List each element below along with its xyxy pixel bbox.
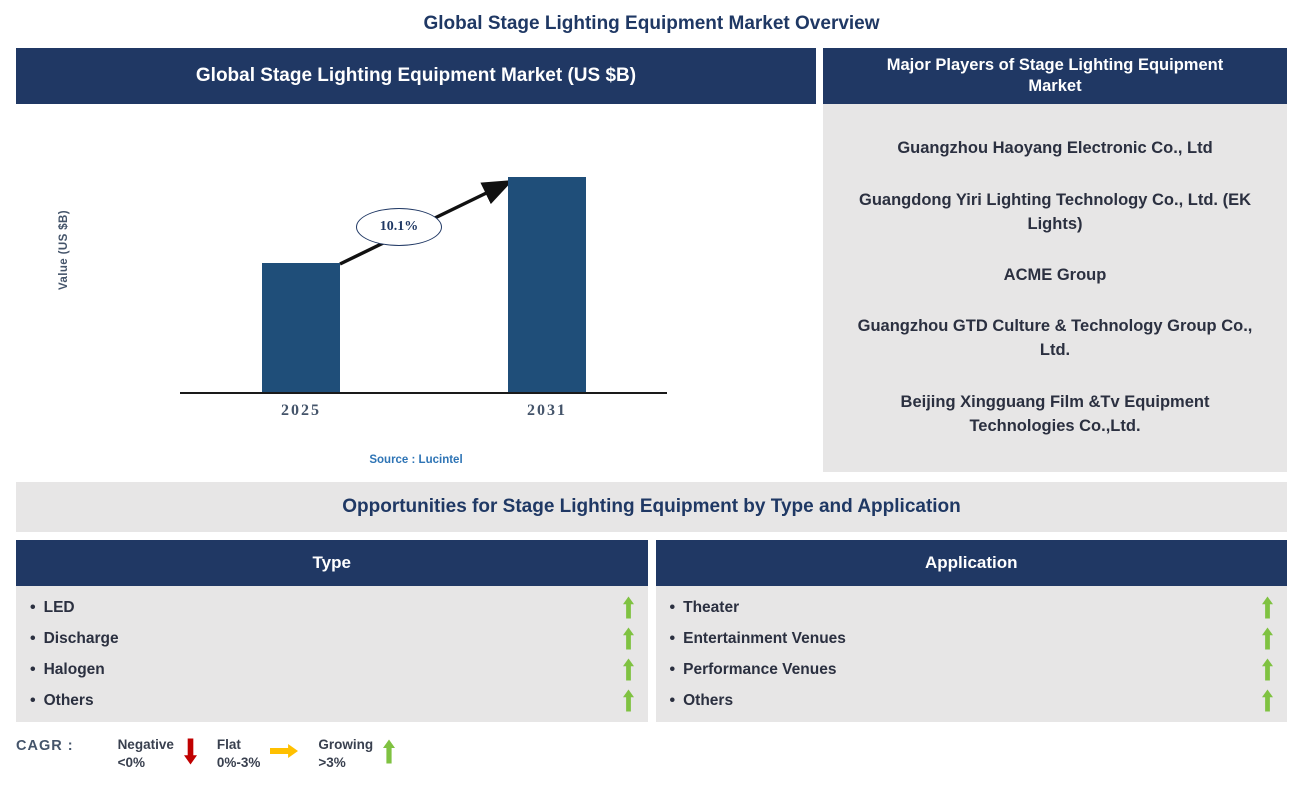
legend-item-growing: Growing >3% [318,736,395,772]
legend-name: Growing [318,737,374,752]
table-row: • LED [16,592,648,623]
bar-2025 [262,263,340,392]
row-label: Others [683,691,734,709]
legend-item-flat: Flat 0%-3% [217,736,299,772]
row-label: LED [43,598,75,616]
trend-arrow-icon [339,180,514,266]
legend-item-negative: Negative <0% [118,736,197,772]
player-item: ACME Group [1003,266,1107,285]
cagr-value: 10.1% [379,219,419,234]
infographic-page: Global Stage Lighting Equipment Market O… [16,0,1287,772]
up-arrow-icon [623,596,634,619]
up-arrow-icon [623,689,634,712]
bar-chart: Value (US $B) 2025 2031 10.1% [16,104,816,482]
y-axis-label: Value (US $B) [58,210,70,290]
row-bullet: • [669,598,676,616]
table-row: • Performance Venues [656,654,1288,685]
row-bullet: • [30,660,36,678]
up-arrow-icon [623,627,634,650]
legend-range: >3% [318,755,346,771]
market-chart-header: Global Stage Lighting Equipment Market (… [16,48,816,104]
cagr-legend-label: CAGR : [16,738,74,754]
top-panels-row: Global Stage Lighting Equipment Market (… [16,48,1287,482]
row-bullet: • [30,598,36,616]
legend-text: Growing >3% [318,736,373,772]
row-bullet: • [669,691,676,709]
players-list: Guangzhou Haoyang Electronic Co., Ltd Gu… [823,104,1287,472]
table-row: • Others [16,685,648,716]
row-label: Theater [683,598,740,616]
application-table-header: Application [655,540,1287,586]
row-label: Halogen [43,660,105,678]
row-label: Others [43,691,94,709]
cagr-legend: CAGR : Negative <0% Flat 0%-3% Growing >… [16,736,1287,772]
table-row: • Others [656,685,1288,716]
table-row: • Halogen [16,654,648,685]
type-table-header: Type [16,540,648,586]
player-item: Guangdong Yiri Lighting Technology Co., … [859,190,1251,233]
type-table-body: • LED • Discharge • Halogen • Others [16,586,648,722]
legend-name: Flat [216,737,241,752]
source-note: Source : Lucintel [369,454,463,466]
up-arrow-icon [1262,658,1273,681]
application-table: Application • Theater • Entertainment Ve… [655,540,1288,722]
row-bullet: • [30,629,36,647]
row-bullet: • [669,660,676,678]
down-arrow-icon [184,738,197,765]
application-table-body: • Theater • Entertainment Venues • Perfo… [655,586,1288,722]
opportunity-tables-row: Type • LED • Discharge • Halogen [16,540,1287,722]
legend-text: Flat 0%-3% [217,736,261,772]
x-tick-2025: 2025 [281,402,321,419]
type-table: Type • LED • Discharge • Halogen [16,540,648,722]
row-bullet: • [669,629,676,647]
legend-name: Negative [117,737,174,752]
major-players-header: Major Players of Stage Lighting Equipmen… [823,48,1287,104]
major-players-panel: Major Players of Stage Lighting Equipmen… [823,48,1287,482]
player-item: Beijing Xingguang Film &Tv Equipment Tec… [900,392,1210,435]
up-arrow-icon [1262,689,1273,712]
legend-range: <0% [117,755,145,771]
row-label: Discharge [43,629,119,647]
row-bullet: • [30,691,36,709]
legend-range: 0%-3% [216,755,261,771]
up-arrow-icon [383,738,395,765]
x-axis-line [180,392,667,394]
up-arrow-icon [1262,596,1273,619]
opportunities-banner: Opportunities for Stage Lighting Equipme… [16,482,1287,532]
table-row: • Entertainment Venues [656,623,1288,654]
table-row: • Theater [656,592,1288,623]
player-item: Guangzhou GTD Culture & Technology Group… [857,317,1253,360]
legend-text: Negative <0% [118,736,174,772]
x-tick-2031: 2031 [527,402,567,419]
table-row: • Discharge [16,623,648,654]
row-label: Entertainment Venues [683,629,846,647]
up-arrow-icon [1262,627,1273,650]
up-arrow-icon [623,658,634,681]
right-arrow-icon [270,744,298,758]
bar-2031 [508,177,586,392]
cagr-bubble: 10.1% [356,208,442,246]
page-title: Global Stage Lighting Equipment Market O… [423,13,880,34]
row-label: Performance Venues [683,660,837,678]
market-chart-panel: Global Stage Lighting Equipment Market (… [16,48,816,482]
player-item: Guangzhou Haoyang Electronic Co., Ltd [897,139,1213,158]
